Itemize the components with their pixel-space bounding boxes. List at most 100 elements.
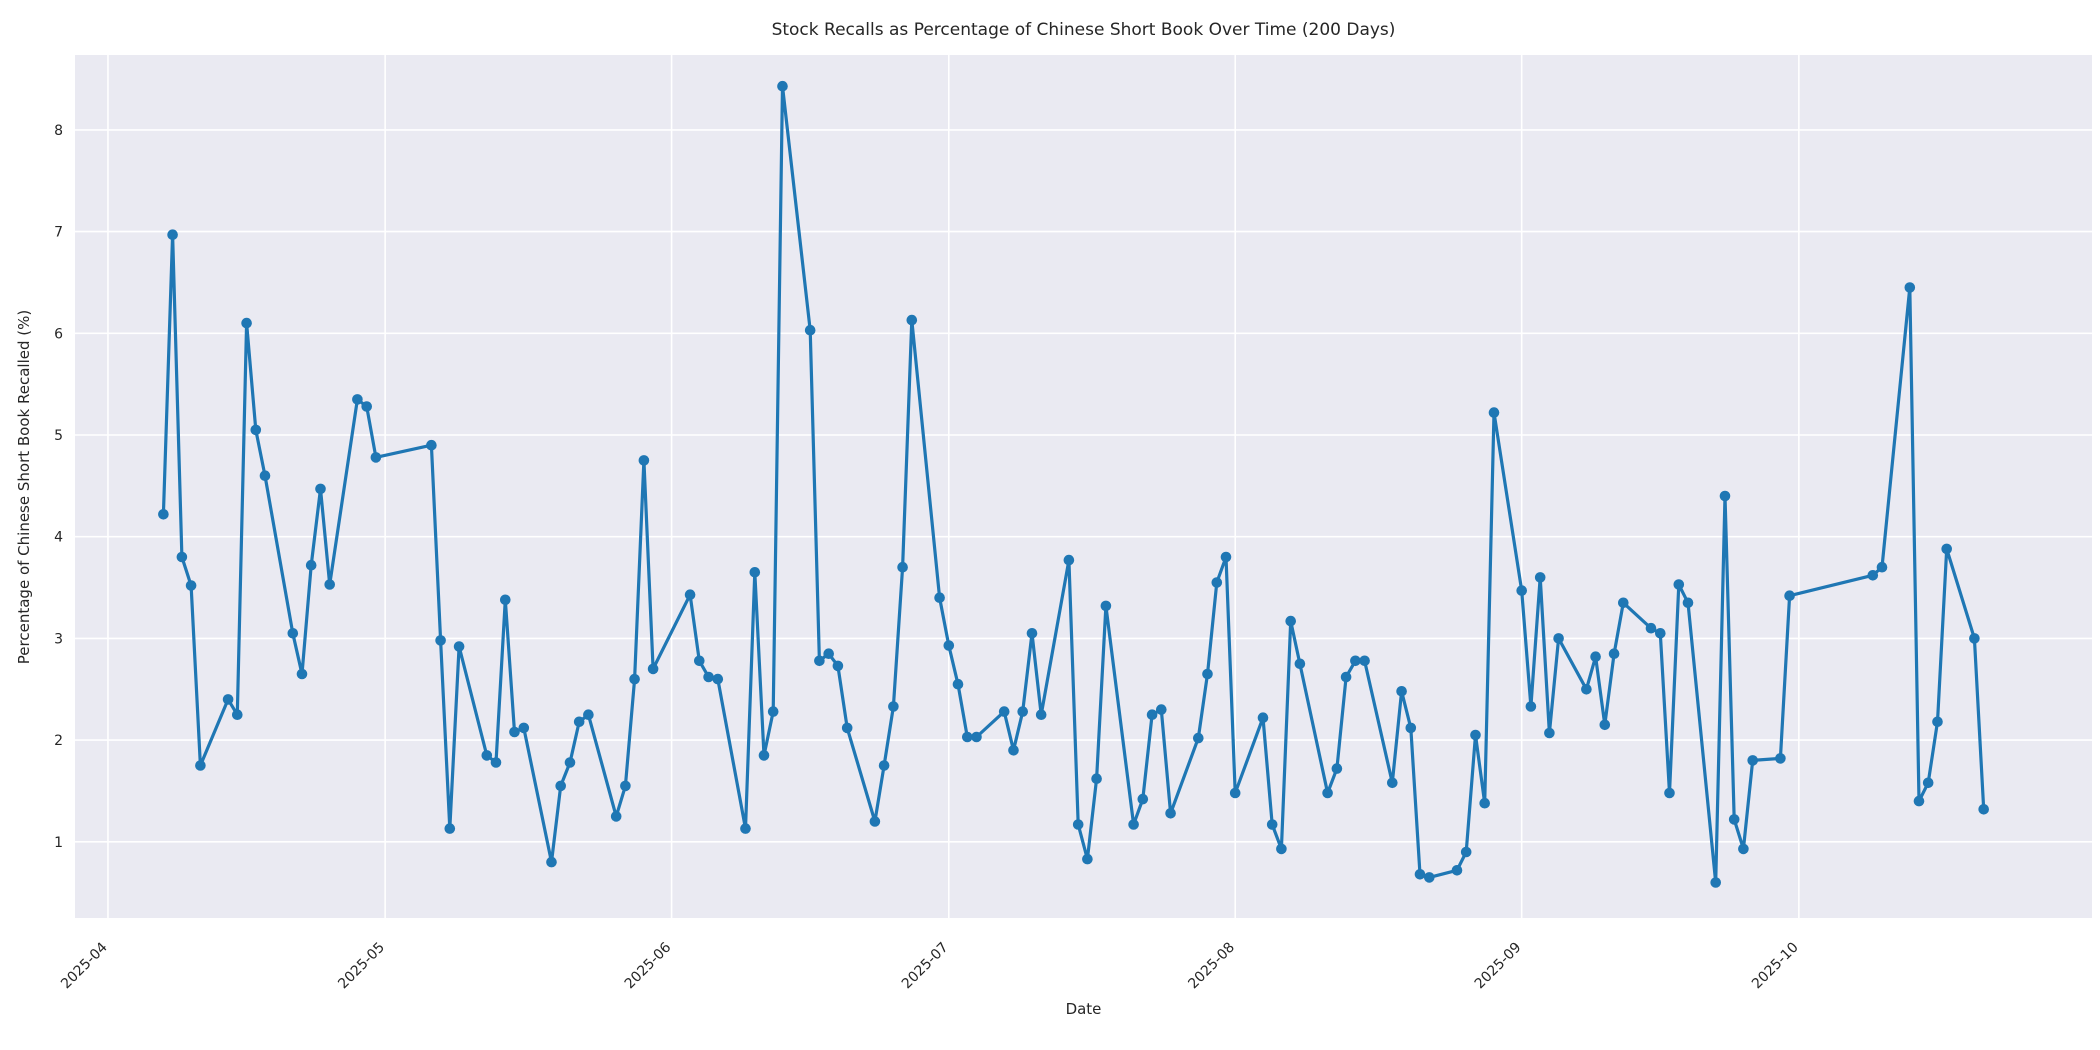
data-point-marker xyxy=(1414,869,1426,880)
data-point-marker xyxy=(1405,722,1417,734)
data-point-marker xyxy=(1322,787,1333,799)
data-point-marker xyxy=(1682,597,1694,609)
data-point-marker xyxy=(444,823,456,834)
data-markers xyxy=(158,80,1989,888)
gridlines xyxy=(75,55,2092,918)
data-point-marker xyxy=(841,722,853,734)
data-point-marker xyxy=(1211,577,1223,588)
data-point-marker xyxy=(1128,819,1139,830)
data-point-marker xyxy=(1266,819,1278,830)
data-point-marker xyxy=(1969,633,1980,644)
x-tick-label: 2025-06 xyxy=(622,939,675,992)
data-point-marker xyxy=(1424,872,1435,883)
data-point-marker xyxy=(1544,727,1555,739)
data-point-marker xyxy=(740,823,751,834)
y-tick-label: 5 xyxy=(54,428,63,444)
y-axis-label: Percentage of Chinese Short Book Recalle… xyxy=(15,309,33,665)
x-tick-label: 2025-09 xyxy=(1472,940,1525,993)
data-point-marker xyxy=(1257,712,1269,723)
data-point-marker xyxy=(962,731,973,743)
data-point-marker xyxy=(185,580,197,591)
data-point-marker xyxy=(1599,719,1611,731)
data-point-marker xyxy=(952,678,964,690)
data-point-marker xyxy=(620,780,631,792)
data-point-marker xyxy=(1645,622,1657,634)
data-point-marker xyxy=(1146,709,1158,720)
data-point-marker xyxy=(361,401,373,412)
data-point-marker xyxy=(305,559,317,571)
data-point-marker xyxy=(1784,590,1795,601)
data-point-marker xyxy=(1340,671,1352,683)
x-axis-label: Date xyxy=(1065,1000,1102,1018)
data-point-marker xyxy=(1664,787,1675,799)
data-point-marker xyxy=(1359,655,1370,667)
x-tick-label: 2025-10 xyxy=(1749,940,1802,993)
data-point-marker xyxy=(546,856,557,868)
data-point-marker xyxy=(1202,668,1213,680)
data-point-marker xyxy=(287,628,299,639)
data-point-marker xyxy=(1285,615,1296,627)
data-point-marker xyxy=(232,709,243,720)
data-point-marker xyxy=(222,694,234,705)
data-point-marker xyxy=(1082,853,1093,865)
y-tick-label: 1 xyxy=(54,835,63,851)
data-point-marker xyxy=(1710,877,1721,888)
data-point-marker xyxy=(1904,282,1916,293)
data-point-marker xyxy=(176,551,188,563)
data-point-marker xyxy=(315,483,326,495)
data-point-marker xyxy=(509,726,520,738)
data-point-marker xyxy=(934,592,945,603)
data-point-marker xyxy=(1063,554,1075,566)
data-point-marker xyxy=(1608,648,1620,659)
data-point-marker xyxy=(241,317,252,329)
data-point-marker xyxy=(426,439,437,451)
data-point-marker xyxy=(758,750,770,761)
data-point-marker xyxy=(370,452,382,463)
data-point-marker xyxy=(694,655,705,667)
data-point-marker xyxy=(1941,543,1952,555)
data-point-marker xyxy=(1534,572,1546,583)
data-point-marker xyxy=(1451,865,1463,876)
data-point-marker xyxy=(1590,651,1601,662)
data-point-marker xyxy=(518,722,530,734)
data-point-marker xyxy=(1516,585,1527,596)
data-point-marker xyxy=(998,706,1010,717)
data-point-marker xyxy=(777,80,788,92)
y-tick-label: 6 xyxy=(54,326,63,342)
x-tick-label: 2025-08 xyxy=(1185,940,1238,993)
data-point-marker xyxy=(647,663,659,675)
data-point-marker xyxy=(629,673,640,685)
data-point-marker xyxy=(684,589,696,600)
data-point-marker xyxy=(610,811,622,822)
data-point-marker xyxy=(869,816,881,827)
data-point-marker xyxy=(1137,793,1149,805)
data-point-marker xyxy=(906,314,918,326)
data-point-marker xyxy=(250,424,262,436)
data-point-marker xyxy=(1091,773,1102,784)
data-point-marker xyxy=(1618,597,1629,609)
data-point-marker xyxy=(1978,804,1989,815)
data-point-marker xyxy=(1738,843,1749,855)
data-point-marker xyxy=(832,660,844,672)
data-point-marker xyxy=(1932,716,1943,728)
plot-area xyxy=(75,55,2092,918)
data-point-marker xyxy=(259,470,271,482)
data-point-marker xyxy=(1673,579,1685,590)
data-point-marker xyxy=(1876,561,1888,573)
data-point-marker xyxy=(971,731,982,743)
data-point-marker xyxy=(1026,628,1038,639)
data-point-marker xyxy=(814,655,825,667)
data-point-marker xyxy=(481,750,493,761)
data-point-marker xyxy=(1913,795,1925,807)
data-point-marker xyxy=(1479,797,1490,809)
y-tick-label: 4 xyxy=(54,530,63,546)
data-point-marker xyxy=(1488,407,1500,418)
data-point-marker xyxy=(1156,704,1167,715)
data-point-marker xyxy=(1276,843,1287,855)
data-point-marker xyxy=(703,671,714,683)
data-point-marker xyxy=(712,673,724,685)
x-tick-label: 2025-07 xyxy=(899,940,952,993)
data-point-marker xyxy=(1655,628,1666,639)
data-point-marker xyxy=(1072,819,1084,830)
